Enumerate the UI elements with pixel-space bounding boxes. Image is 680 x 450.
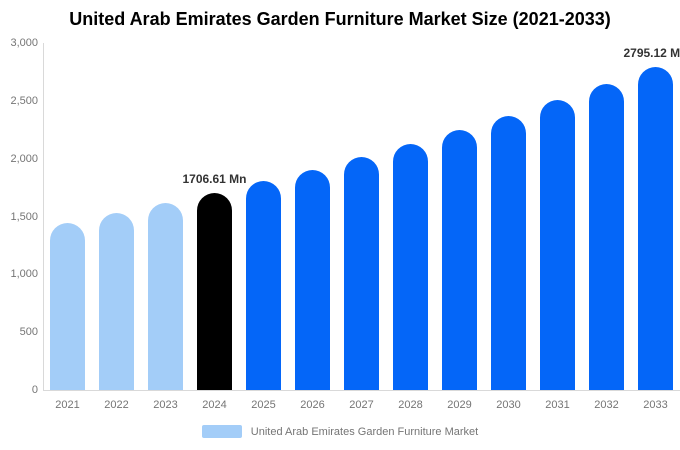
chart-title: United Arab Emirates Garden Furniture Ma… — [69, 9, 611, 29]
bar-2021[interactable] — [50, 222, 85, 390]
bar-2028[interactable] — [393, 144, 428, 390]
bar-2026[interactable] — [295, 169, 330, 390]
data-label-2033: 2795.12 Mn — [623, 45, 680, 60]
y-tick-label: 0 — [31, 384, 38, 396]
bar-2024[interactable] — [197, 192, 232, 390]
x-tick-label-2027: 2027 — [349, 399, 374, 411]
x-tick-label-2028: 2028 — [398, 399, 423, 411]
bar-2027[interactable] — [344, 157, 379, 390]
x-tick-label-2026: 2026 — [300, 399, 325, 411]
x-axis-line — [43, 390, 680, 391]
legend-swatch-icon — [201, 425, 242, 438]
y-axis-line — [43, 43, 44, 390]
data-label-2024: 1706.61 Mn — [182, 171, 247, 186]
bar-2033[interactable] — [638, 66, 673, 390]
x-tick-label-2023: 2023 — [153, 399, 178, 411]
bar-2025[interactable] — [246, 181, 281, 390]
bar-2032[interactable] — [589, 83, 624, 390]
x-tick-label-2021: 2021 — [55, 399, 80, 411]
bar-2031[interactable] — [540, 100, 575, 390]
x-tick-label-2022: 2022 — [104, 399, 129, 411]
y-tick-label: 1,000 — [10, 268, 38, 281]
y-tick-label: 2,500 — [10, 94, 38, 107]
bar-2030[interactable] — [491, 115, 526, 390]
x-tick-label-2033: 2033 — [643, 399, 668, 411]
y-tick-label: 500 — [19, 326, 38, 339]
y-tick-label: 1,500 — [10, 210, 38, 223]
x-tick-label-2031: 2031 — [545, 399, 570, 411]
x-tick-label-2029: 2029 — [447, 399, 472, 411]
x-tick-label-2024: 2024 — [202, 399, 227, 411]
y-tick-label: 2,000 — [10, 152, 38, 165]
x-tick-label-2032: 2032 — [594, 399, 619, 411]
bar-2023[interactable] — [148, 203, 183, 390]
x-tick-label-2030: 2030 — [496, 399, 521, 411]
bar-2022[interactable] — [99, 213, 134, 390]
legend: United Arab Emirates Garden Furniture Ma… — [0, 425, 680, 438]
x-tick-label-2025: 2025 — [251, 399, 276, 411]
y-tick-label: 3,000 — [10, 37, 38, 49]
legend-label: United Arab Emirates Garden Furniture Ma… — [250, 425, 479, 438]
bar-2029[interactable] — [442, 130, 477, 390]
legend-item[interactable]: United Arab Emirates Garden Furniture Ma… — [201, 425, 479, 438]
